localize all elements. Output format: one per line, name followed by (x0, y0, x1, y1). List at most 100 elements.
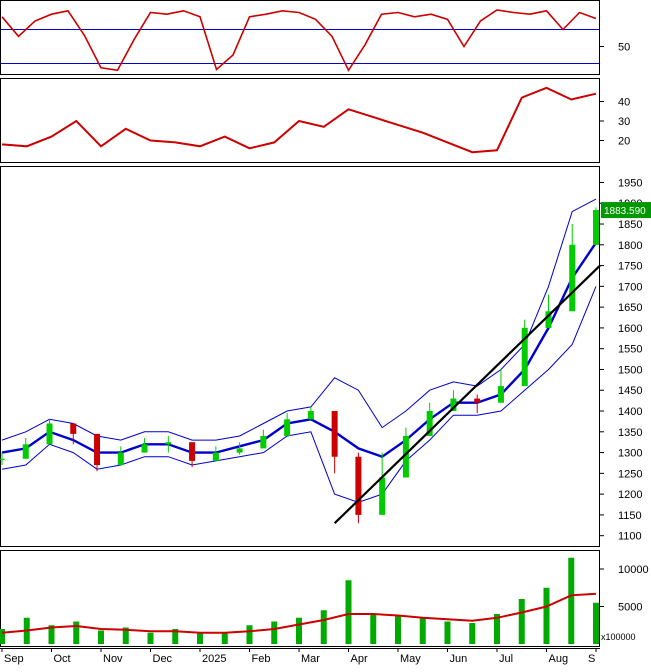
x-tick-label: S (588, 653, 595, 665)
support-trendline (333, 264, 601, 525)
volume-bar (98, 630, 104, 644)
volume-bar (48, 625, 55, 644)
candle-body (165, 442, 172, 445)
candle-body (593, 210, 599, 245)
bollinger-middle-line (1, 242, 597, 459)
candle-body (307, 411, 314, 420)
volume-bar (172, 629, 179, 644)
candle-body (545, 311, 552, 328)
price-tick-label: 1800 (618, 240, 642, 252)
price-tick-label: 1350 (618, 427, 642, 439)
price-tick-label: 1650 (618, 302, 642, 314)
adx-tick-label: 30 (618, 116, 630, 128)
candle-body (497, 386, 504, 403)
price-tick-label: 1150 (618, 510, 642, 522)
volume-bar (419, 617, 426, 644)
volume-bar (568, 557, 575, 644)
volume-bar (122, 627, 129, 644)
volume-bar (73, 621, 80, 644)
last-price-label: 1883.590 (604, 206, 646, 217)
candle-body (70, 423, 77, 434)
price-tick-label: 1850 (618, 219, 642, 231)
volume-bar (543, 587, 550, 644)
candle-body (426, 411, 433, 436)
x-tick-label: May (400, 653, 421, 665)
volume-bar (246, 625, 253, 644)
bollinger-upper-band (1, 198, 597, 441)
price-layer (0, 198, 601, 525)
volume-bar (395, 615, 401, 644)
volume-bar (147, 632, 154, 644)
last-price-tag (601, 202, 651, 219)
price-tick-label: 1500 (618, 364, 642, 376)
x-axis: Sep Oct Nov Dec 2025 Feb Mar Apr May Jun Jul Aug S (0, 648, 600, 665)
volume-layer (0, 557, 599, 644)
x-tick-label: Sep (4, 653, 24, 665)
x-tick-label: Jul (499, 653, 513, 665)
candle-body (46, 423, 53, 445)
volume-bar (0, 629, 5, 644)
volume-unit-label: x100000 (601, 632, 636, 642)
candle-body (450, 398, 457, 412)
volume-ma-line (1, 592, 597, 634)
price-tick-label: 1600 (618, 323, 642, 335)
candle-body (94, 433, 101, 466)
candle-body (474, 398, 481, 403)
y-axes: 5040302019501900185018001750170016501600… (600, 42, 651, 642)
x-tick-label: Apr (351, 653, 368, 665)
candle-body (0, 458, 5, 460)
candle-body (117, 452, 124, 466)
candle-body (236, 448, 243, 453)
x-tick-label: Mar (301, 653, 320, 665)
volume-bar (345, 580, 352, 644)
rsi-layer (1, 9, 599, 72)
volume-bar (469, 623, 476, 644)
price-tick-label: 1400 (618, 406, 642, 418)
price-tick-label: 1300 (618, 448, 642, 460)
candle-body (331, 411, 338, 457)
volume-bar (494, 614, 500, 644)
price-tick-label: 1200 (618, 489, 642, 501)
x-tick-label: Nov (103, 653, 123, 665)
price-tick-label: 1750 (618, 261, 642, 273)
volume-bar (518, 599, 525, 644)
x-tick-label: Aug (549, 653, 569, 665)
volume-bar (271, 621, 278, 644)
adx-line (1, 86, 597, 154)
volume-bar (370, 614, 377, 644)
rsi-tick-label: 50 (618, 42, 630, 54)
candle-body (284, 419, 291, 436)
price-tick-label: 1550 (618, 344, 642, 356)
price-panel (0, 166, 600, 547)
bollinger-lower-band (1, 286, 597, 503)
candle-body (189, 442, 196, 461)
candle-body (379, 477, 386, 515)
adx-tick-label: 40 (618, 97, 630, 109)
price-tick-label: 1450 (618, 385, 642, 397)
candle-body (402, 435, 409, 478)
volume-bar (593, 602, 599, 644)
price-tick-label: 1100 (618, 531, 642, 543)
rsi-line (1, 9, 597, 72)
candle-body (569, 244, 576, 312)
candle-body (141, 444, 148, 453)
x-tick-label: Dec (153, 653, 173, 665)
candle-body (22, 444, 29, 459)
volume-bar (197, 633, 203, 644)
volume-bar (320, 610, 327, 644)
candle-body (521, 327, 528, 387)
candle-body (355, 456, 362, 515)
price-tick-label: 1950 (618, 177, 642, 189)
adx-tick-label: 20 (618, 136, 630, 148)
volume-bar (221, 632, 228, 644)
candle-body (212, 452, 219, 461)
x-tick-label: 2025 (202, 653, 226, 665)
x-tick-label: Jun (450, 653, 468, 665)
volume-bar (444, 621, 451, 644)
volume-bar (296, 617, 302, 644)
price-tick-label: 1250 (618, 468, 642, 480)
x-tick-label: Oct (54, 653, 71, 665)
candle-body (260, 435, 267, 449)
